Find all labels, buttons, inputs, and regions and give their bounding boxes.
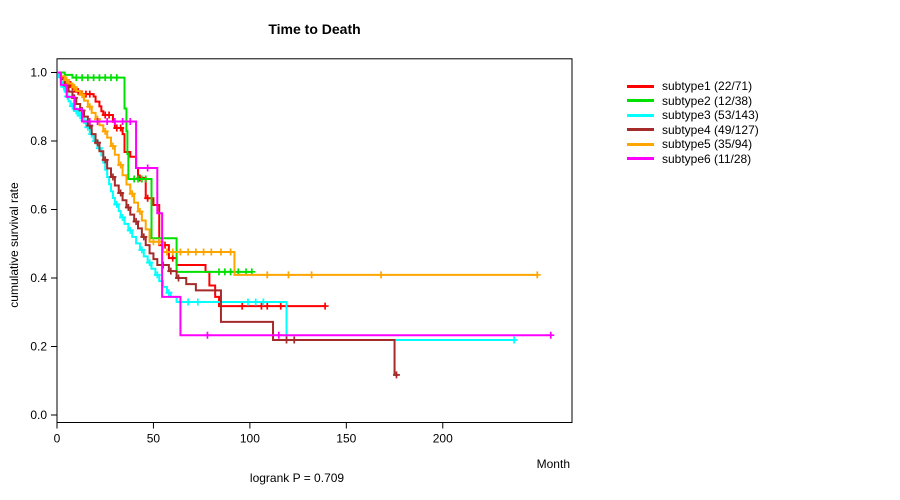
y-axis-tick-label: 1.0 (30, 66, 47, 80)
legend-color-line-subtype1 (627, 84, 654, 88)
plot-frame (56, 58, 573, 424)
legend-color-line-subtype5 (627, 142, 654, 146)
legend-label-subtype4: subtype4 (49/127) (662, 122, 759, 137)
y-axis-tick-label: 0.6 (30, 203, 47, 217)
y-axis-label: cumulative survival rate (7, 182, 21, 308)
y-axis-tick-label: 0.0 (30, 408, 47, 422)
legend-label-subtype1: subtype1 (22/71) (662, 79, 753, 93)
legend-label-subtype5: subtype5 (35/94) (662, 137, 753, 151)
legend-item-subtype6: subtype6 (11/28) (627, 152, 759, 167)
series-subtype6-curve (57, 71, 551, 337)
x-axis-tick-label: 50 (147, 432, 161, 446)
y-axis-tick-label: 0.2 (30, 340, 47, 354)
legend-color-line-subtype2 (627, 99, 654, 103)
y-axis-tick-label: 0.4 (30, 271, 47, 285)
legend-color-line-subtype4 (627, 128, 654, 132)
series-subtype5-censor-marks (63, 76, 541, 279)
y-axis-tick-label: 0.8 (30, 134, 47, 148)
series-subtype4-curve (57, 71, 399, 376)
logrank-p-annotation: logrank P = 0.709 (249, 471, 345, 485)
legend: subtype1 (22/71) subtype2 (12/38) subtype3… (627, 79, 759, 166)
series-subtype3-curve (57, 71, 515, 341)
x-axis-tick-label: 150 (336, 432, 356, 446)
series-subtype2-censor-marks (72, 74, 256, 276)
series-subtype4-censor-marks (63, 82, 400, 379)
legend-item-subtype4: subtype4 (49/127) (627, 123, 759, 138)
chart-title: Time to Death (268, 21, 361, 37)
legend-item-subtype3: subtype3 (53/143) (627, 108, 759, 123)
legend-label-subtype6: subtype6 (11/28) (662, 151, 752, 166)
legend-item-subtype1: subtype1 (22/71) (627, 79, 759, 94)
x-axis-tick-label: 0 (54, 432, 61, 446)
series-subtype6-censor-marks (86, 117, 555, 339)
legend-item-subtype5: subtype5 (35/94) (627, 137, 759, 152)
legend-item-subtype2: subtype2 (12/38) (627, 94, 759, 109)
x-axis-label: Month (536, 457, 570, 471)
legend-label-subtype2: subtype2 (12/38) (662, 93, 753, 108)
x-axis-tick-label: 100 (240, 432, 260, 446)
legend-color-line-subtype3 (627, 113, 654, 117)
legend-color-line-subtype6 (627, 157, 654, 161)
x-axis-tick-label: 200 (433, 432, 453, 446)
legend-label-subtype3: subtype3 (53/143) (662, 108, 759, 122)
series-subtype2-curve (57, 71, 252, 273)
